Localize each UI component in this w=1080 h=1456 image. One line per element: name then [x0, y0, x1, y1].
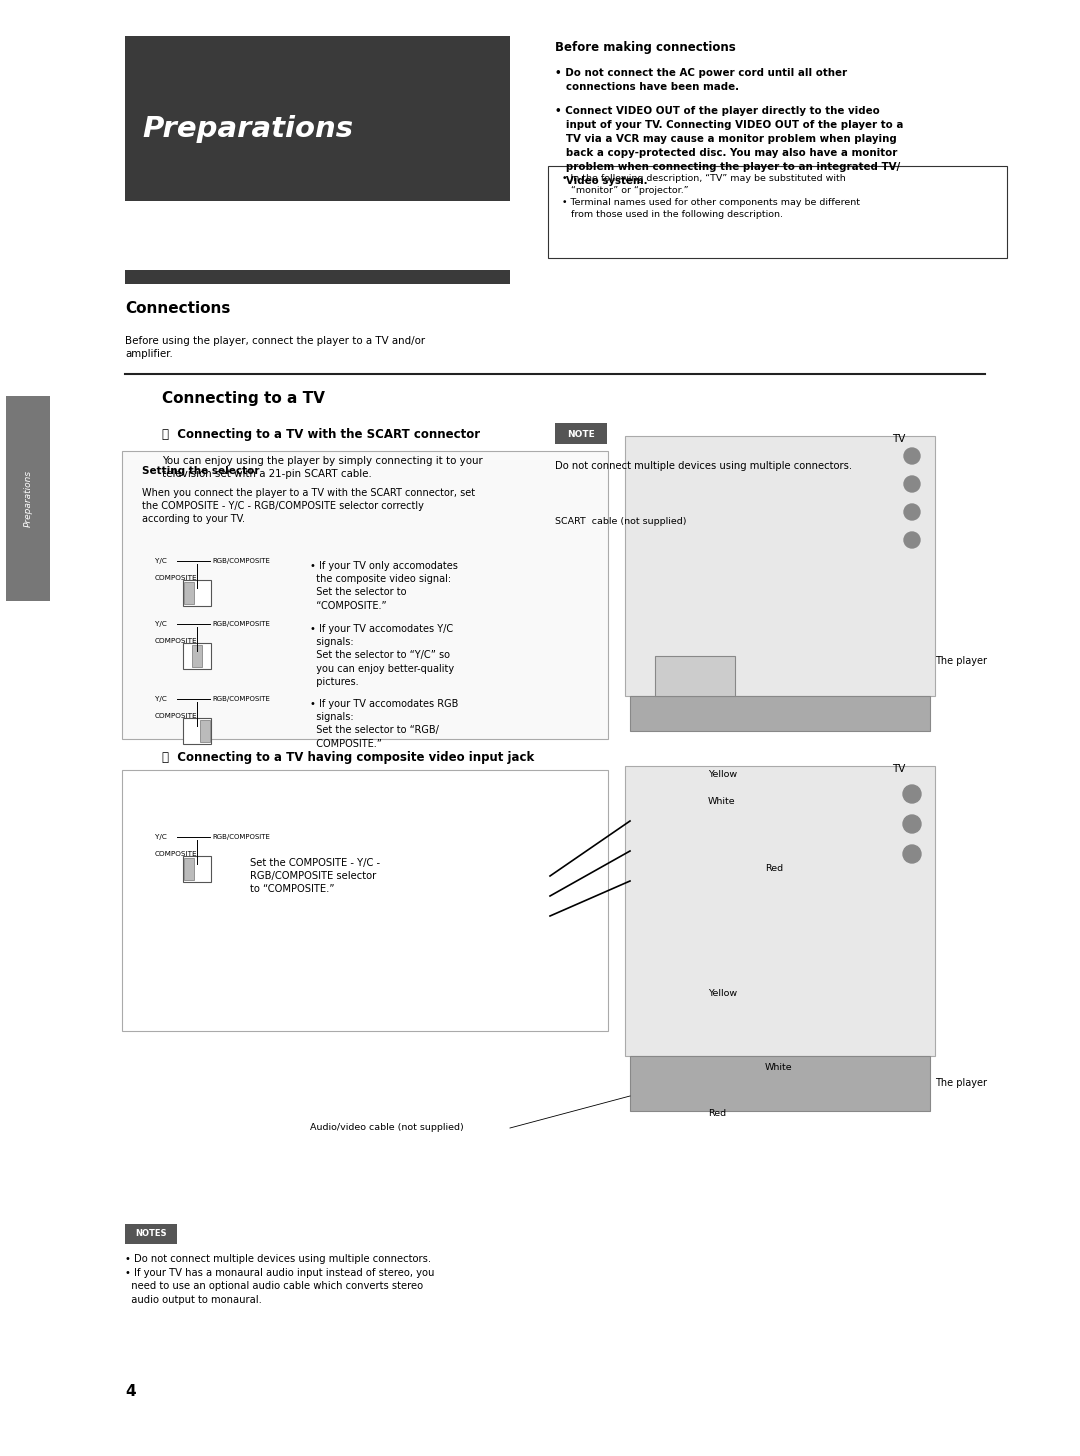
- Text: Red: Red: [765, 863, 783, 872]
- FancyBboxPatch shape: [122, 451, 608, 740]
- Bar: [184, 858, 194, 879]
- Text: • Do not connect multiple devices using multiple connectors.
• If your TV has a : • Do not connect multiple devices using …: [125, 1254, 434, 1305]
- Text: Audio/video cable (not supplied): Audio/video cable (not supplied): [310, 1124, 463, 1133]
- Text: Connections: Connections: [125, 301, 230, 316]
- Bar: [6, 396, 50, 601]
- Text: Y/C: Y/C: [156, 834, 167, 840]
- Bar: [200, 721, 210, 743]
- Text: When you connect the player to a TV with the SCART connector, set
the COMPOSITE : When you connect the player to a TV with…: [141, 488, 475, 524]
- Text: RGB/COMPOSITE: RGB/COMPOSITE: [212, 696, 270, 702]
- Text: Preparations: Preparations: [24, 470, 32, 527]
- Text: The player: The player: [935, 657, 987, 665]
- Text: Y/C: Y/C: [156, 696, 167, 702]
- Text: Before making connections: Before making connections: [555, 41, 735, 54]
- Text: TV: TV: [892, 434, 905, 444]
- Bar: [125, 1224, 177, 1243]
- Text: White: White: [708, 796, 735, 805]
- Circle shape: [903, 815, 921, 833]
- FancyBboxPatch shape: [625, 435, 935, 696]
- FancyBboxPatch shape: [548, 166, 1007, 258]
- Bar: [630, 1056, 930, 1111]
- Circle shape: [904, 448, 920, 464]
- Text: Y/C: Y/C: [156, 558, 167, 563]
- Bar: [630, 696, 930, 731]
- Text: Connecting to a TV: Connecting to a TV: [162, 392, 325, 406]
- Text: The player: The player: [935, 1077, 987, 1088]
- Text: Red: Red: [708, 1109, 726, 1118]
- Text: • If your TV only accomodates
  the composite video signal:
  Set the selector t: • If your TV only accomodates the compos…: [310, 561, 458, 610]
- Bar: [184, 582, 194, 604]
- Text: Yellow: Yellow: [708, 990, 738, 999]
- Text: COMPOSITE: COMPOSITE: [156, 638, 198, 644]
- FancyBboxPatch shape: [625, 766, 935, 1056]
- Text: COMPOSITE: COMPOSITE: [156, 713, 198, 719]
- Text: Yellow: Yellow: [708, 770, 738, 779]
- Text: • In the following description, “TV” may be substituted with
   “monitor” or “pr: • In the following description, “TV” may…: [562, 175, 860, 220]
- Bar: [654, 657, 735, 696]
- Bar: [192, 645, 202, 667]
- Bar: [555, 424, 607, 444]
- Bar: [125, 269, 510, 284]
- Bar: [125, 36, 510, 201]
- Bar: [183, 579, 211, 606]
- Text: • Connect VIDEO OUT of the player directly to the video
   input of your TV. Con: • Connect VIDEO OUT of the player direct…: [555, 106, 903, 186]
- Text: COMPOSITE: COMPOSITE: [156, 575, 198, 581]
- Text: RGB/COMPOSITE: RGB/COMPOSITE: [212, 622, 270, 628]
- Text: SCART  cable (not supplied): SCART cable (not supplied): [555, 517, 687, 526]
- Text: • If your TV accomodates Y/C
  signals:
  Set the selector to “Y/C” so
  you can: • If your TV accomodates Y/C signals: Se…: [310, 625, 454, 687]
- Text: • Do not connect the AC power cord until all other
   connections have been made: • Do not connect the AC power cord until…: [555, 68, 847, 92]
- Text: Y/C: Y/C: [156, 622, 167, 628]
- Text: • If your TV accomodates RGB
  signals:
  Set the selector to “RGB/
  COMPOSITE.: • If your TV accomodates RGB signals: Se…: [310, 699, 458, 748]
- Text: Before using the player, connect the player to a TV and/or
amplifier.: Before using the player, connect the pla…: [125, 336, 426, 360]
- Text: COMPOSITE: COMPOSITE: [156, 850, 198, 858]
- Text: You can enjoy using the player by simply connecting it to your
television set wi: You can enjoy using the player by simply…: [162, 456, 483, 479]
- Circle shape: [904, 531, 920, 547]
- Text: NOTE: NOTE: [567, 430, 595, 438]
- Text: Ⓑ  Connecting to a TV having composite video input jack: Ⓑ Connecting to a TV having composite vi…: [162, 751, 535, 764]
- Bar: [183, 718, 211, 744]
- Circle shape: [903, 844, 921, 863]
- Text: Preparations: Preparations: [141, 115, 353, 143]
- FancyBboxPatch shape: [122, 770, 608, 1031]
- Circle shape: [904, 476, 920, 492]
- Bar: [183, 856, 211, 882]
- Text: Setting the selector: Setting the selector: [141, 466, 259, 476]
- Circle shape: [903, 785, 921, 804]
- Text: RGB/COMPOSITE: RGB/COMPOSITE: [212, 834, 270, 840]
- Text: White: White: [765, 1063, 793, 1073]
- Bar: [183, 644, 211, 668]
- Text: TV: TV: [892, 764, 905, 775]
- Circle shape: [904, 504, 920, 520]
- Text: Set the COMPOSITE - Y/C -
RGB/COMPOSITE selector
to “COMPOSITE.”: Set the COMPOSITE - Y/C - RGB/COMPOSITE …: [249, 858, 380, 894]
- Text: NOTES: NOTES: [135, 1229, 166, 1239]
- Text: Ⓐ  Connecting to a TV with the SCART connector: Ⓐ Connecting to a TV with the SCART conn…: [162, 428, 481, 441]
- Text: 4: 4: [125, 1383, 136, 1399]
- Text: Do not connect multiple devices using multiple connectors.: Do not connect multiple devices using mu…: [555, 462, 852, 470]
- Text: RGB/COMPOSITE: RGB/COMPOSITE: [212, 558, 270, 563]
